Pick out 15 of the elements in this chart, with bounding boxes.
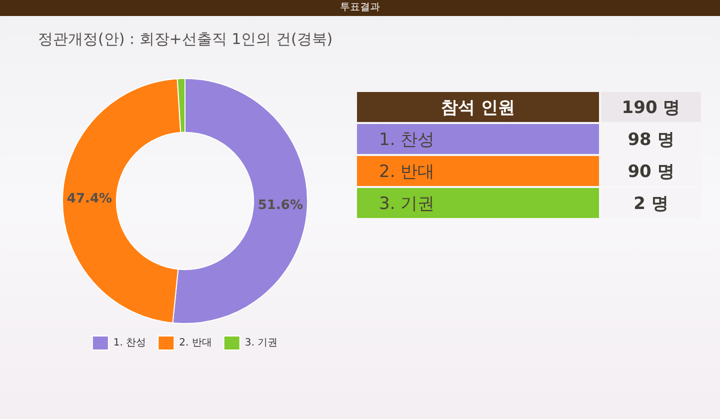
text: 98 명 bbox=[601, 124, 701, 154]
chart-title: 정관개정(안) : 회장+선출직 1인의 건(경북) bbox=[38, 30, 333, 49]
legend-label: 1. 찬성 bbox=[113, 338, 146, 349]
text: 투표결과 bbox=[0, 0, 720, 16]
legend-label: 2. 반대 bbox=[179, 338, 212, 349]
data-label: 47.4% bbox=[66, 192, 112, 207]
slice-label: 1. 찬성 bbox=[357, 124, 599, 154]
category-label: 3. 기권 bbox=[379, 194, 435, 214]
text: 2 명 bbox=[601, 188, 701, 218]
text: 190 명 bbox=[601, 92, 701, 122]
text: 90 명 bbox=[601, 156, 701, 186]
category-label: 2. 반대 bbox=[379, 162, 435, 182]
text: 참석 인원 bbox=[357, 92, 599, 122]
legend-label: 3. 기권 bbox=[244, 338, 278, 349]
data-label: 51.6% bbox=[258, 198, 303, 214]
